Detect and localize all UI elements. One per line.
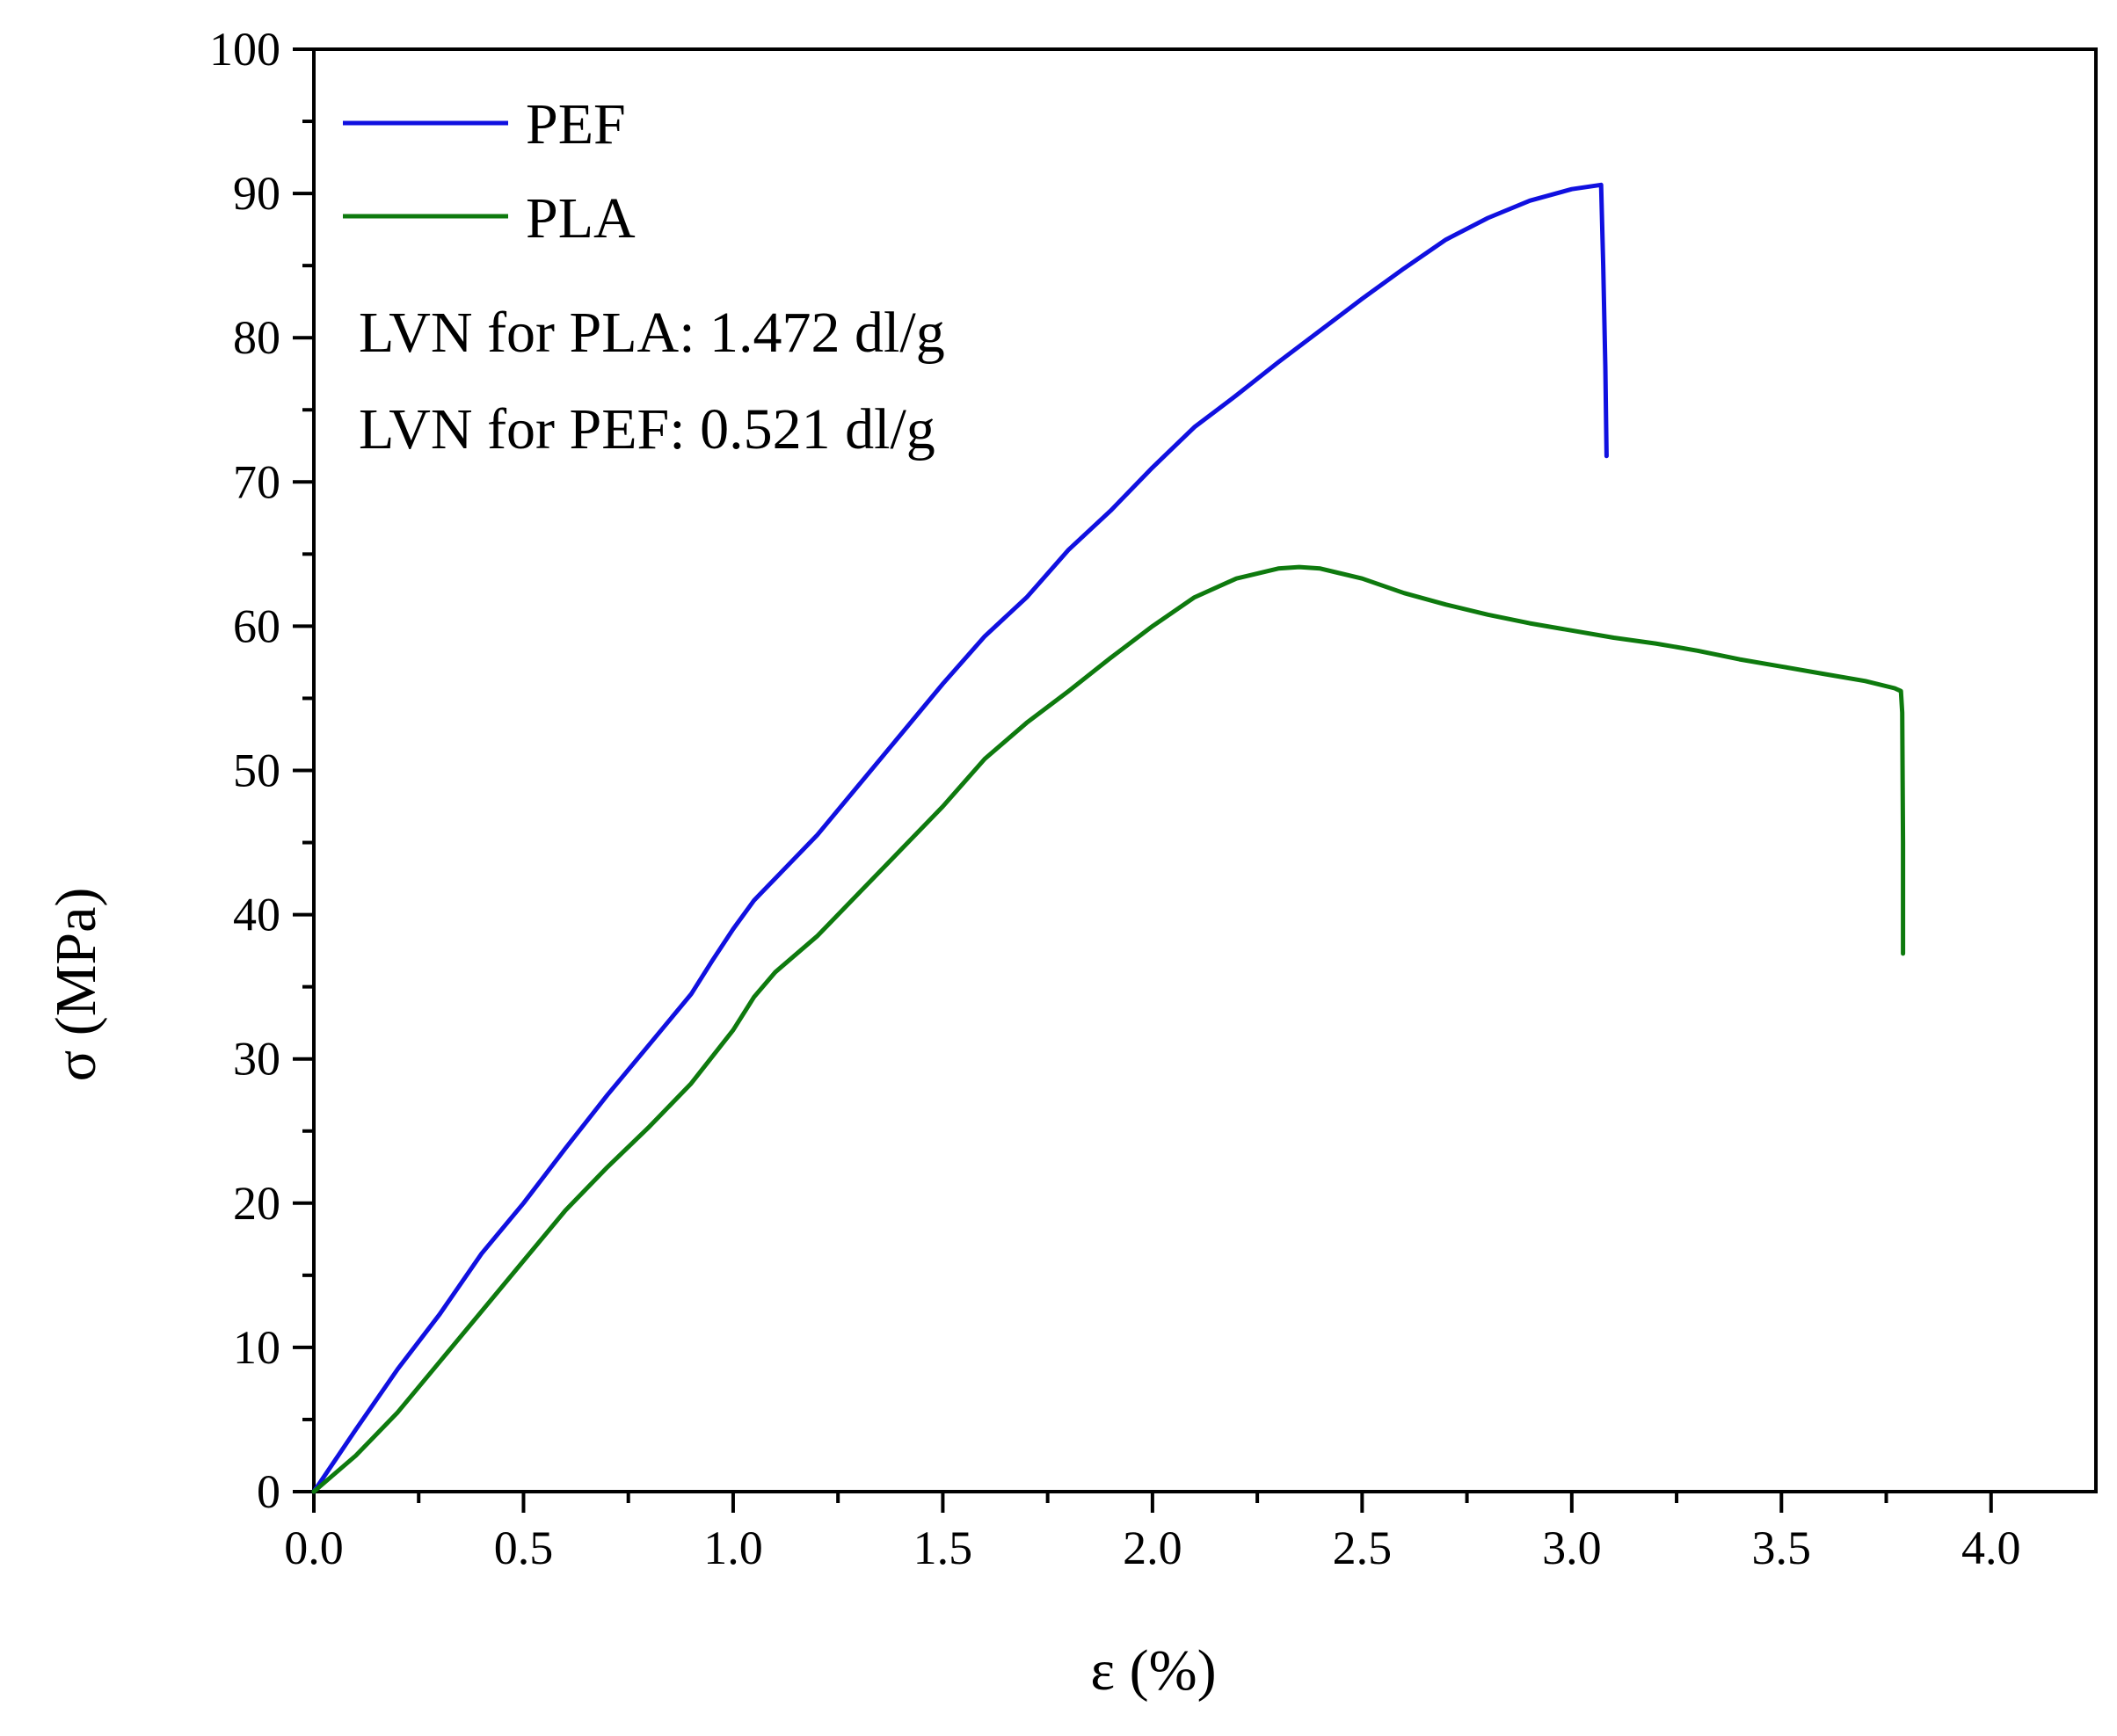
y-tick-label: 70 bbox=[233, 455, 280, 508]
y-tick-label: 100 bbox=[209, 23, 280, 76]
legend: PEF PLA bbox=[343, 92, 636, 251]
annotation-lvn-pef: LVN for PEF: 0.521 dl/g bbox=[359, 397, 935, 461]
y-tick-label: 90 bbox=[233, 167, 280, 220]
x-tick-label: 3.5 bbox=[1752, 1522, 1812, 1574]
legend-label-pef: PEF bbox=[526, 92, 626, 156]
y-tick-label: 80 bbox=[233, 311, 280, 364]
x-tick-label: 0.5 bbox=[494, 1522, 554, 1574]
series-line-pla bbox=[311, 564, 1906, 1494]
x-tick-label: 1.5 bbox=[913, 1522, 973, 1574]
x-tick-label: 2.0 bbox=[1123, 1522, 1182, 1574]
y-tick-label: 40 bbox=[233, 889, 280, 941]
x-axis: 0.0 0.5 1.0 1.5 2.0 2.5 3.0 3.5 4.0 bbox=[284, 1492, 2021, 1574]
legend-label-pla: PLA bbox=[526, 186, 636, 251]
y-tick-label: 10 bbox=[233, 1321, 280, 1374]
x-tick-label: 0.0 bbox=[284, 1522, 344, 1574]
x-axis-title: ε (%) bbox=[1090, 1638, 1216, 1703]
y-axis: 0 10 20 30 40 50 60 70 80 90 100 bbox=[209, 23, 314, 1518]
x-tick-label: 1.0 bbox=[703, 1522, 763, 1574]
annotation-lvn-pla: LVN for PLA: 1.472 dl/g bbox=[359, 301, 945, 365]
x-tick-label: 2.5 bbox=[1333, 1522, 1393, 1574]
y-axis-title: σ (MPa) bbox=[44, 888, 108, 1082]
plot-frame bbox=[312, 47, 2098, 1493]
y-tick-label: 50 bbox=[233, 745, 280, 797]
plot-area bbox=[312, 47, 2098, 1493]
series-layer bbox=[311, 182, 1906, 1494]
y-tick-label: 60 bbox=[233, 599, 280, 652]
series-line-pef bbox=[311, 182, 1609, 1494]
x-tick-label: 4.0 bbox=[1961, 1522, 2021, 1574]
x-tick-label: 3.0 bbox=[1542, 1522, 1602, 1574]
y-tick-label: 30 bbox=[233, 1033, 280, 1086]
y-tick-label: 0 bbox=[257, 1465, 280, 1518]
y-tick-label: 20 bbox=[233, 1177, 280, 1230]
